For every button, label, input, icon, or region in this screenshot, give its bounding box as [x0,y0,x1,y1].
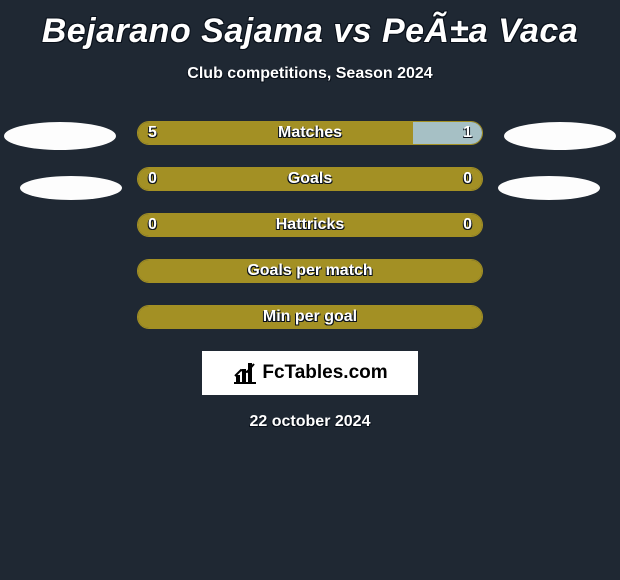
comparison-chart: 5 1 Matches 0 0 Goals 0 0 Hattricks Goals per mat… [137,121,483,329]
bar-label: Matches [278,124,342,142]
stat-bar: 5 1 Matches [137,121,483,145]
bar-label: Hattricks [276,216,344,234]
right-ellipse-1 [504,122,616,150]
brand-text: FcTables.com [262,362,387,384]
page-subtitle: Club competitions, Season 2024 [0,65,620,83]
bar-label: Goals per match [247,262,372,280]
bar-value-right: 0 [463,170,472,188]
bar-fill-left [138,122,413,144]
bar-value-left: 5 [148,124,157,142]
left-ellipse-2 [20,176,122,200]
bar-value-right: 0 [463,216,472,234]
bar-label: Min per goal [263,308,357,326]
bar-value-left: 0 [148,170,157,188]
stat-bar: Min per goal [137,305,483,329]
stat-bar: Goals per match [137,259,483,283]
stat-bar: 0 0 Hattricks [137,213,483,237]
stat-bar: 0 0 Goals [137,167,483,191]
date-line: 22 october 2024 [0,413,620,431]
chart-icon [232,361,258,385]
right-ellipse-2 [498,176,600,200]
bar-value-right: 1 [463,124,472,142]
page-title: Bejarano Sajama vs PeÃ±a Vaca [0,0,620,51]
bar-label: Goals [288,170,332,188]
brand-box: FcTables.com [202,351,418,395]
bar-value-left: 0 [148,216,157,234]
left-ellipse-1 [4,122,116,150]
